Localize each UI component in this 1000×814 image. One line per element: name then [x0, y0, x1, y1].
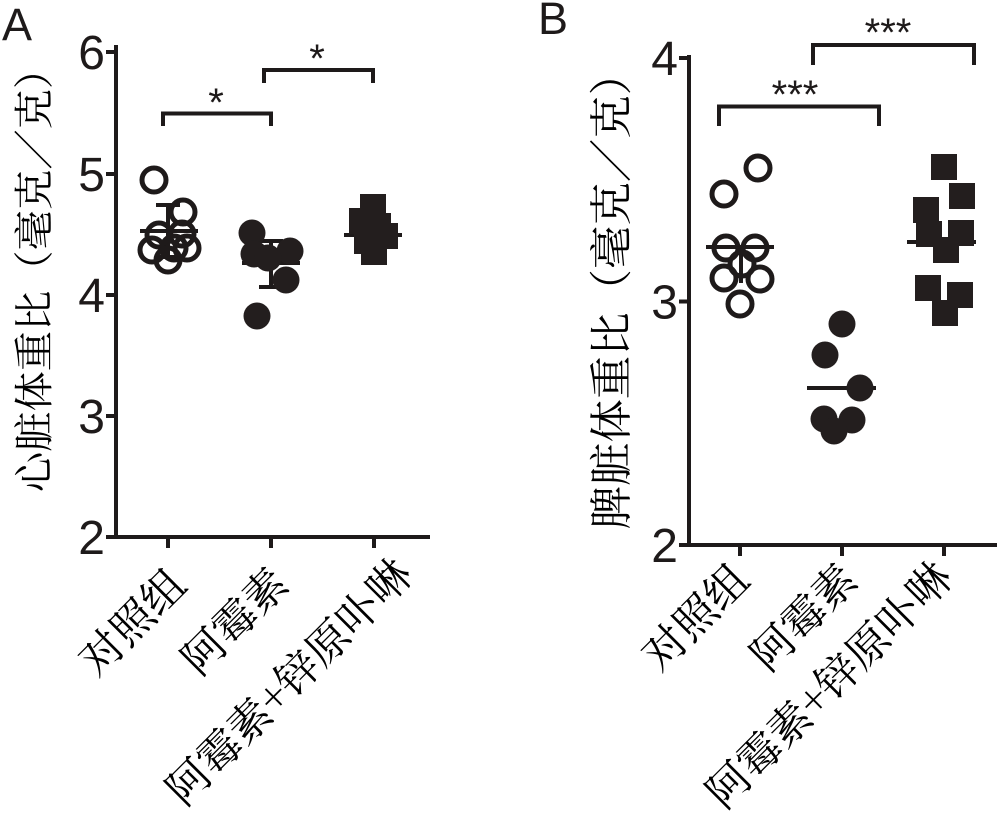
svg-text:3: 3	[78, 391, 105, 444]
svg-text:4: 4	[651, 33, 678, 86]
svg-text:2: 2	[651, 520, 678, 573]
svg-text:*: *	[309, 37, 325, 81]
svg-text:***: ***	[772, 73, 819, 117]
svg-text:6: 6	[78, 27, 105, 80]
svg-text:4: 4	[78, 270, 105, 323]
svg-text:3: 3	[651, 277, 678, 330]
svg-text:5: 5	[78, 149, 105, 202]
svg-text:***: ***	[865, 11, 912, 55]
svg-text:*: *	[208, 81, 224, 125]
svg-text:A: A	[2, 0, 32, 50]
svg-text:2: 2	[78, 512, 105, 565]
svg-text:B: B	[538, 0, 568, 44]
